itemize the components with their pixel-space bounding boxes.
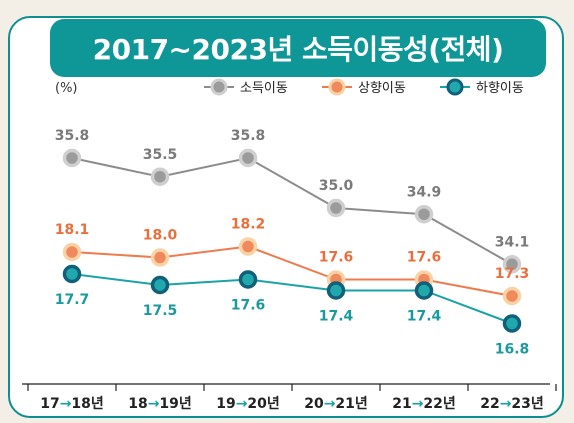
- data-label-1-1: 18.0: [143, 228, 178, 244]
- data-label-1-3: 17.6: [319, 250, 354, 266]
- data-point-2-4: [414, 281, 434, 300]
- chart-card: 2017~2023년 소득이동성(전체): [8, 16, 564, 418]
- x-tick-label-1: 18→19년: [128, 396, 192, 412]
- data-label-2-3: 17.4: [319, 309, 354, 325]
- data-point-1-2: [238, 237, 258, 256]
- data-label-0-0: 35.8: [55, 128, 90, 144]
- legend-marker-2: [446, 78, 464, 96]
- data-label-2-0: 17.7: [55, 292, 90, 308]
- series-line-1: [71, 245, 513, 297]
- data-point-2-3: [326, 281, 346, 300]
- data-label-0-2: 35.8: [231, 128, 266, 144]
- data-point-0-5: [502, 255, 522, 274]
- legend-label-1: 상향이동: [358, 81, 406, 96]
- x-tick-label-2: 19→20년: [216, 396, 280, 412]
- data-point-2-0: [62, 264, 82, 284]
- x-tick-label-3: 20→21년: [304, 396, 368, 412]
- data-point-2-1: [150, 275, 170, 295]
- data-point-1-1: [150, 248, 170, 267]
- data-label-1-0: 18.1: [55, 222, 90, 238]
- data-label-2-5: 16.8: [495, 342, 530, 358]
- legend-marker-1: [328, 78, 346, 96]
- data-label-2-4: 17.4: [407, 309, 442, 325]
- legend-label-0: 소득이동: [240, 81, 288, 96]
- y-axis-label: (%): [55, 81, 78, 96]
- x-tick-label-0: 17→18년: [40, 396, 104, 412]
- legend-label-2: 하향이동: [476, 81, 524, 96]
- data-point-2-5: [502, 314, 522, 333]
- data-label-0-1: 35.5: [143, 147, 178, 163]
- x-tick-label-5: 22→23년: [480, 396, 544, 412]
- data-point-0-0: [62, 148, 82, 168]
- data-point-1-5: [502, 286, 522, 306]
- data-label-0-5: 34.1: [495, 234, 530, 250]
- data-label-1-5: 17.3: [495, 266, 530, 282]
- series-line-0: [71, 156, 513, 266]
- data-point-0-4: [414, 205, 434, 224]
- data-label-1-2: 18.2: [231, 217, 266, 233]
- data-label-1-4: 17.6: [407, 250, 442, 266]
- chart-title: 2017~2023년 소득이동성(전체): [92, 33, 504, 66]
- data-point-2-2: [238, 270, 258, 289]
- data-label-0-4: 34.9: [407, 184, 442, 200]
- data-point-0-1: [150, 167, 170, 186]
- series-line-2: [71, 273, 513, 325]
- data-label-2-2: 17.6: [231, 298, 266, 314]
- data-point-1-0: [62, 242, 82, 262]
- title-banner: 2017~2023년 소득이동성(전체): [50, 19, 546, 77]
- x-tick-label-4: 21→22년: [392, 396, 456, 412]
- data-label-0-3: 35.0: [319, 178, 354, 194]
- legend-marker-0: [210, 78, 228, 96]
- data-point-0-3: [326, 198, 346, 218]
- data-label-2-1: 17.5: [143, 303, 178, 319]
- data-point-0-2: [238, 148, 258, 168]
